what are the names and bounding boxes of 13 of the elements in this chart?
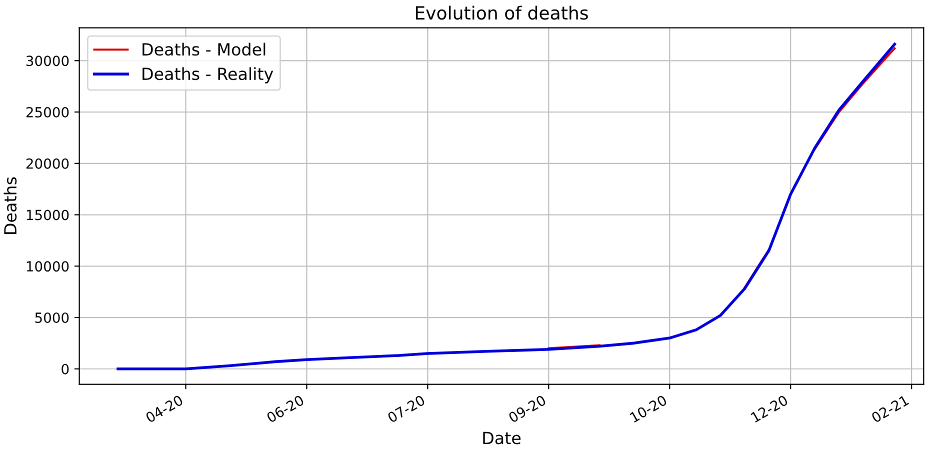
y-axis-title: Deaths: [4, 177, 17, 234]
legend-label: Deaths - Reality: [142, 67, 274, 84]
y-tick-label: 5000: [35, 312, 69, 323]
chart-title: Evolution of deaths: [416, 6, 588, 20]
x-axis-title: Date: [483, 432, 521, 444]
line-series: [116, 42, 896, 370]
y-tick-label: 15000: [26, 210, 69, 220]
y-tick-label: 25000: [26, 106, 69, 118]
y-tick-label: 30000: [26, 56, 69, 66]
y-tick-label: 10000: [26, 261, 69, 272]
y-tick-label: 0: [62, 364, 69, 374]
legend-label: Deaths - Model: [142, 42, 266, 56]
y-tick-label: 20000: [26, 158, 69, 169]
